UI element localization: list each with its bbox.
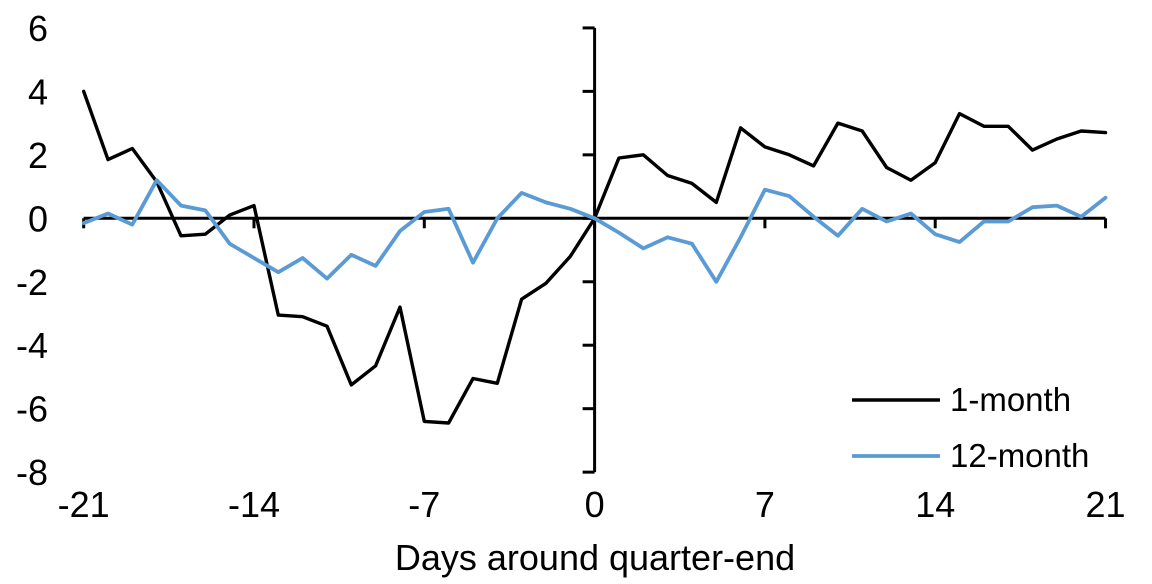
x-tick-label: 7	[755, 484, 775, 525]
x-tick-label: -21	[58, 484, 110, 525]
y-tick-label: 4	[28, 71, 48, 112]
y-tick-label: -8	[16, 452, 48, 493]
y-axis-tick-labels: 6 4 2 0 -2 -4 -6 -8	[16, 8, 48, 493]
legend: 1-month 12-month	[852, 381, 1089, 474]
y-tick-label: 6	[28, 8, 48, 49]
y-tick-label: -4	[16, 325, 48, 366]
x-tick-label: 0	[585, 484, 605, 525]
x-tick-label: 14	[915, 484, 955, 525]
x-tick-label: 21	[1086, 484, 1126, 525]
x-tick-label: -14	[228, 484, 280, 525]
y-tick-label: 2	[28, 135, 48, 176]
legend-label-12-month: 12-month	[950, 437, 1089, 474]
x-axis-title: Days around quarter-end	[395, 537, 795, 578]
x-axis-tick-labels: -21 -14 -7 0 7 14 21	[58, 484, 1126, 525]
y-tick-label: 0	[28, 198, 48, 239]
legend-label-1-month: 1-month	[950, 381, 1071, 418]
y-tick-label: -2	[16, 262, 48, 303]
y-tick-label: -6	[16, 389, 48, 430]
series-line-12-month	[81, 178, 1108, 284]
series-lines	[81, 89, 1108, 425]
x-tick-label: -7	[408, 484, 440, 525]
